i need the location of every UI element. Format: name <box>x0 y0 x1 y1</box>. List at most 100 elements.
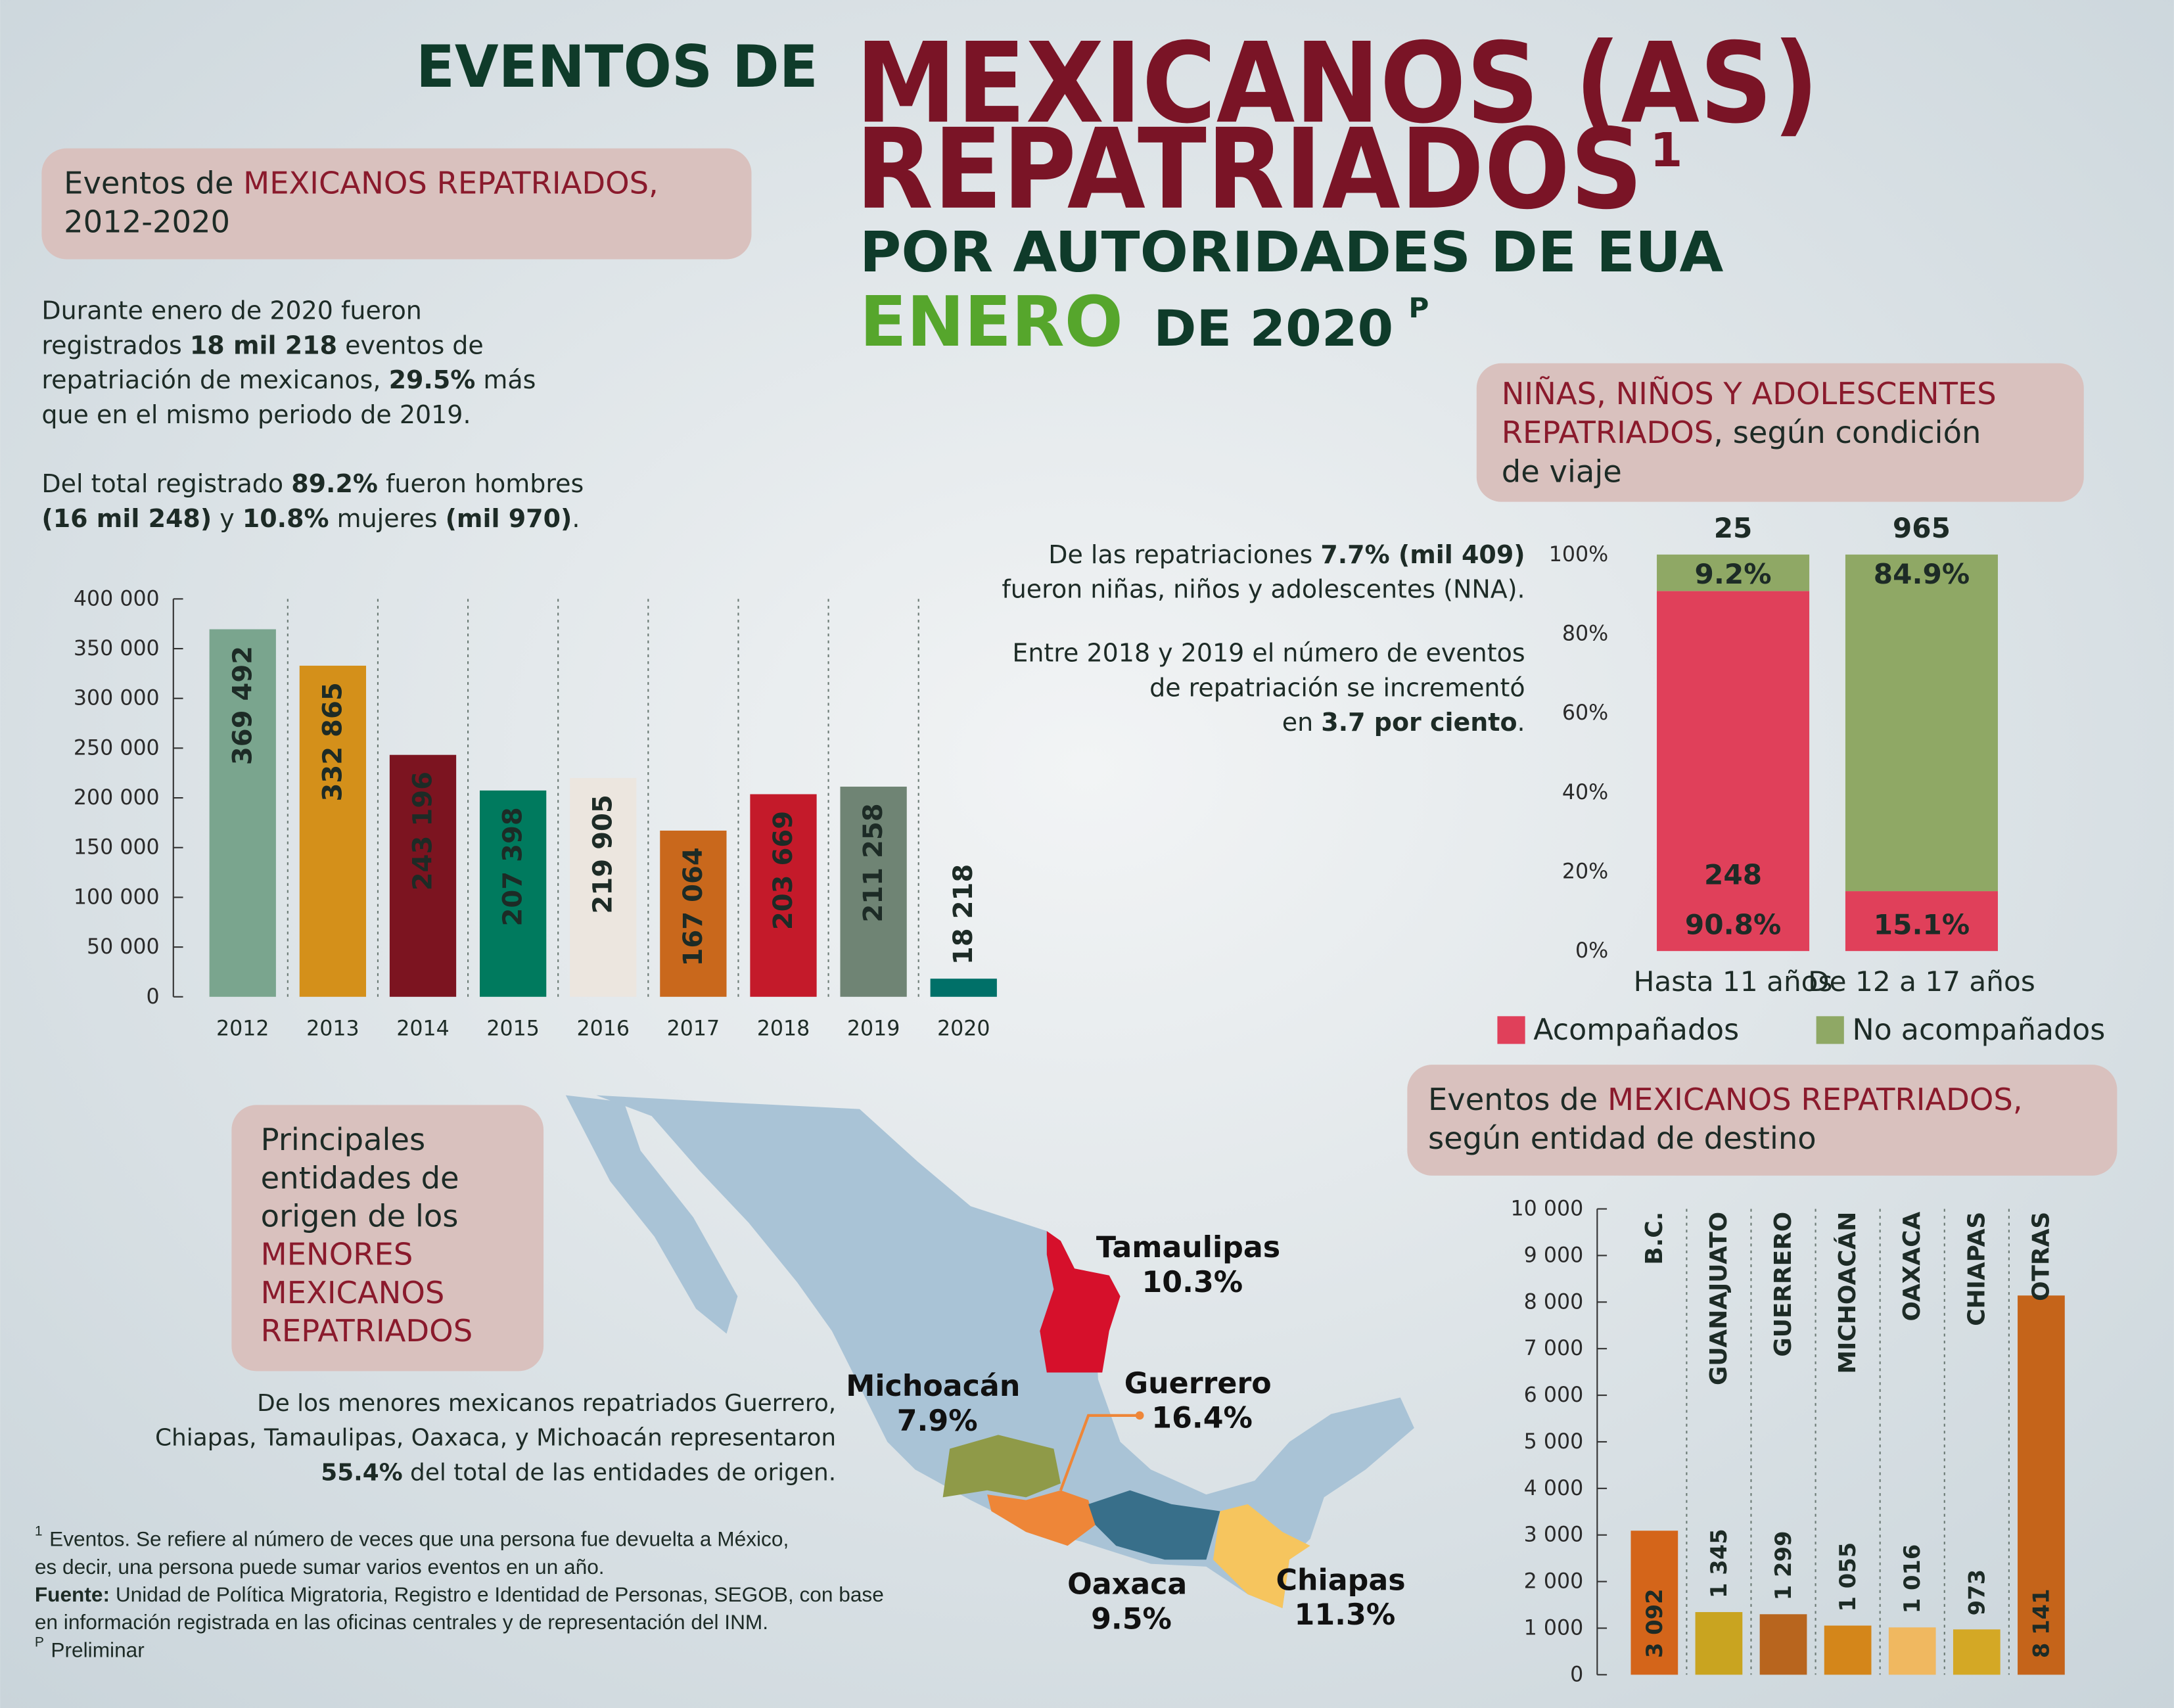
bar <box>2018 1295 2065 1675</box>
bar <box>1824 1625 1872 1675</box>
text-run: 29.5% <box>389 365 476 394</box>
paragraph-line: según entidad de destino <box>1428 1120 1816 1156</box>
text-run: de viaje <box>1502 453 1622 489</box>
bar <box>1759 1614 1807 1675</box>
text-run: 1 <box>35 1524 43 1539</box>
map-label: Tamaulipas <box>1096 1231 1280 1264</box>
text-run: Preliminar <box>51 1638 144 1661</box>
paragraph-line: de viaje <box>1502 453 1622 489</box>
value-label: 3 092 <box>1642 1588 1667 1658</box>
bar <box>1888 1627 1936 1675</box>
text-run: registrados <box>41 331 190 359</box>
panel-title: Principales <box>261 1122 425 1157</box>
text-run: Eventos de <box>1428 1082 1607 1117</box>
y-tick-label: 20% <box>1562 860 1608 884</box>
y-tick-label: 1 000 <box>1524 1616 1584 1640</box>
paragraph-line: P Preliminar <box>35 1634 145 1661</box>
y-tick-label: 350 000 <box>74 637 160 660</box>
map <box>565 1095 1414 1609</box>
map-region <box>1088 1490 1220 1560</box>
text-run: del total de las entidades de origen. <box>403 1459 837 1486</box>
text-run: 10.8% <box>243 504 329 533</box>
x-tick-label: 2013 <box>306 1017 359 1040</box>
text-run: y <box>212 504 243 533</box>
map-value: 9.5% <box>1091 1602 1172 1636</box>
bar-segment <box>1845 554 1998 892</box>
y-tick-label: 200 000 <box>74 786 160 810</box>
value-label: 9.2% <box>1695 558 1772 590</box>
header-month: ENERO <box>860 281 1123 362</box>
y-tick-label: 0 <box>1570 1663 1583 1686</box>
x-tick-label: B.C. <box>1641 1212 1668 1265</box>
text-run: Fuente: <box>35 1582 110 1606</box>
paragraph-line: es decir, una persona puede sumar varios… <box>35 1555 605 1579</box>
x-tick-label: OAXACA <box>1899 1212 1926 1322</box>
y-tick-label: 400 000 <box>74 587 160 611</box>
paragraph-line: 1 Eventos. Se refiere al número de veces … <box>35 1524 789 1551</box>
value-label: 211 258 <box>858 803 889 922</box>
map-value: 10.3% <box>1142 1266 1243 1299</box>
legend-swatch <box>1497 1016 1525 1044</box>
text-run: Chiapas, Tamaulipas, Oaxaca, y Michoacán… <box>155 1424 836 1451</box>
map-region <box>987 1490 1096 1546</box>
text-run: De los menores mexicanos repatriados Gue… <box>257 1389 836 1416</box>
paragraph-line: Chiapas, Tamaulipas, Oaxaca, y Michoacán… <box>155 1424 836 1451</box>
count-label: 248 <box>1704 859 1762 891</box>
paragraph-line: De los menores mexicanos repatriados Gue… <box>257 1389 836 1416</box>
value-label: 203 669 <box>768 811 798 930</box>
y-tick-label: 5 000 <box>1524 1430 1584 1454</box>
bar-segment <box>1657 554 1810 591</box>
panel <box>231 1105 544 1372</box>
y-tick-label: 80% <box>1562 622 1608 645</box>
panel <box>1407 1065 2117 1176</box>
text-run: . <box>572 504 580 533</box>
text-run: Eventos. Se refiere al número de veces q… <box>49 1527 789 1551</box>
x-tick-label: 2016 <box>577 1017 630 1040</box>
x-tick-label: GUANAJUATO <box>1705 1212 1732 1385</box>
paragraph-line: REPATRIADOS, según condición <box>1502 415 1981 450</box>
panel-title: origen de los <box>261 1199 459 1234</box>
y-tick-label: 2 000 <box>1524 1570 1584 1594</box>
map-label: Oaxaca <box>1067 1568 1187 1602</box>
value-label: 15.1% <box>1874 909 1970 941</box>
x-tick-label: 2015 <box>486 1017 539 1040</box>
value-label: 1 299 <box>1770 1531 1796 1601</box>
value-label: 167 064 <box>678 847 708 966</box>
x-tick-label: OTRAS <box>2027 1212 2054 1301</box>
y-tick-label: 300 000 <box>74 687 160 710</box>
y-tick-label: 40% <box>1562 781 1608 804</box>
map-value: 7.9% <box>897 1404 978 1438</box>
text-run: 89.2% <box>291 469 378 498</box>
map-region <box>1213 1504 1310 1609</box>
value-label: 332 865 <box>317 682 348 801</box>
x-tick-label: CHIAPAS <box>1963 1212 1990 1326</box>
legend-label: No acompañados <box>1852 1013 2105 1047</box>
paragraph-line: en información registrada en las oficina… <box>35 1610 768 1634</box>
text-run: es decir, una persona puede sumar varios… <box>35 1555 605 1579</box>
count-label: 25 <box>1714 512 1753 544</box>
x-tick-label: Hasta 11 años <box>1634 965 1833 998</box>
value-label: 1 016 <box>1899 1544 1925 1614</box>
paragraph-line: registrados 18 mil 218 eventos de <box>41 331 483 359</box>
text-run: más <box>475 365 536 394</box>
map-value: 16.4% <box>1151 1402 1253 1435</box>
bar-segment <box>1657 591 1810 952</box>
value-label: 207 398 <box>498 807 528 926</box>
paragraph-line: que en el mismo periodo de 2019. <box>41 400 471 429</box>
bar <box>930 979 997 997</box>
text-run: Unidad de Política Migratoria, Registro … <box>110 1582 884 1606</box>
map-label: Michoacán <box>846 1370 1020 1403</box>
text-run: fueron hombres <box>378 469 584 498</box>
panel-title: MENORES <box>261 1237 413 1272</box>
panel <box>1476 363 2084 502</box>
y-tick-label: 100 000 <box>74 885 160 909</box>
x-tick-label: 2012 <box>216 1017 269 1040</box>
paragraph-line: Entre 2018 y 2019 el número de eventos <box>1012 639 1525 668</box>
map-outline <box>565 1095 738 1334</box>
header-line: POR AUTORIDADES DE EUA <box>860 220 1723 285</box>
panel-title: entidades de <box>261 1160 459 1195</box>
bar <box>1695 1612 1743 1675</box>
value-label: 1 345 <box>1706 1529 1732 1598</box>
count-label: 965 <box>1893 512 1951 544</box>
paragraph-line: Fuente: Unidad de Política Migratoria, R… <box>35 1582 884 1606</box>
